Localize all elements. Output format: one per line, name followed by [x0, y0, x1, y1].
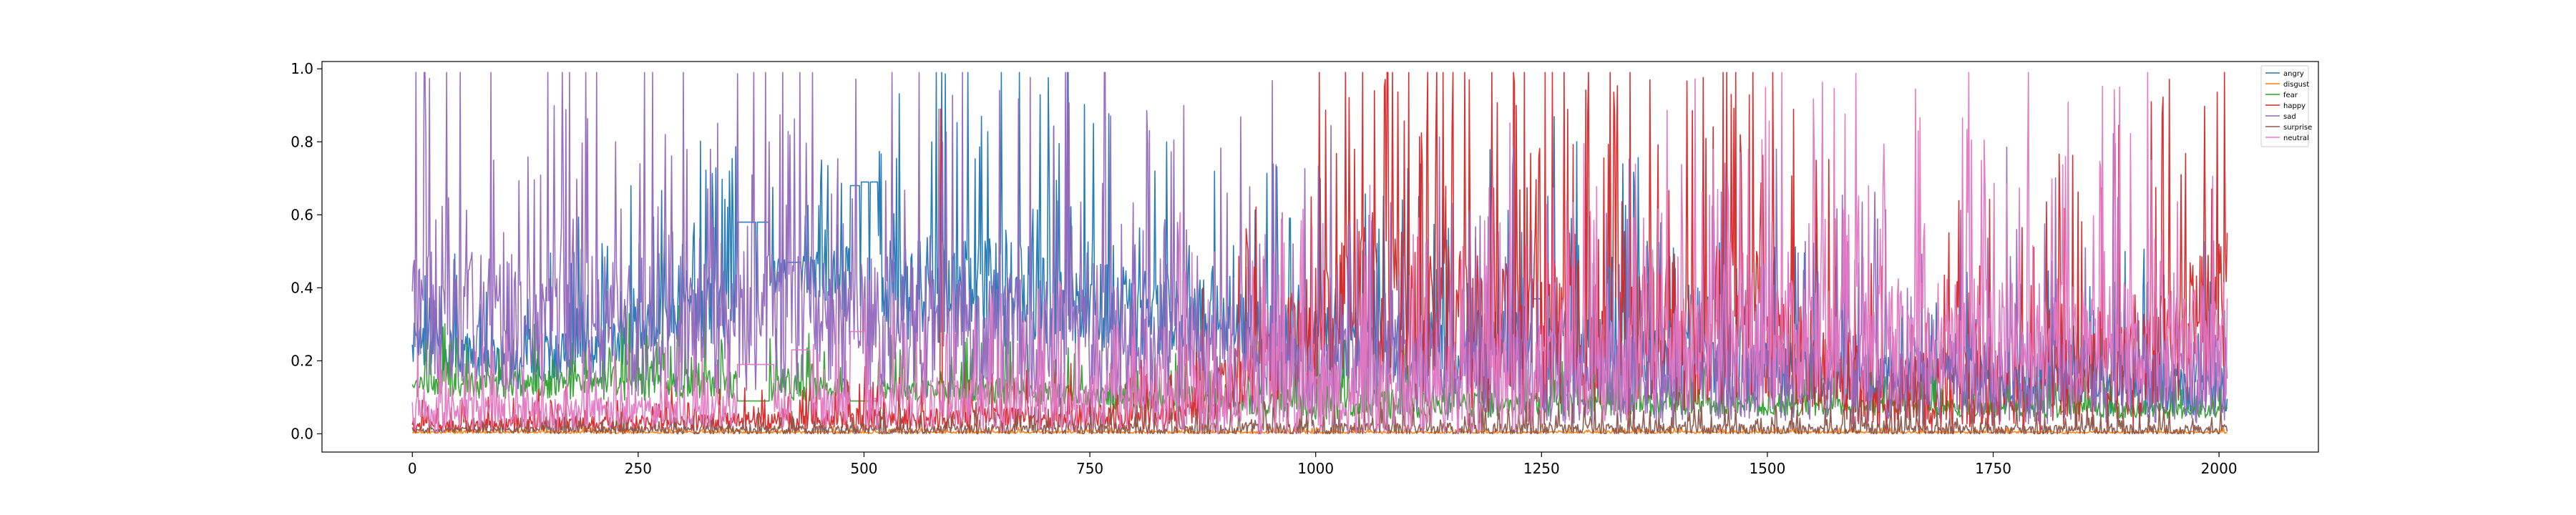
y-axis: 0.0 0.2 0.4 0.6 0.8 1.0	[291, 60, 322, 442]
legend-label-fear: fear	[2283, 92, 2298, 99]
y-tick-label: 1.0	[291, 60, 313, 77]
series-line-neutral	[411, 72, 2228, 435]
legend-label-sad: sad	[2283, 113, 2296, 121]
legend-label-disgust: disgust	[2283, 81, 2309, 89]
x-tick-label: 1000	[1297, 460, 1334, 477]
x-tick-label: 2000	[2201, 460, 2238, 477]
y-tick-label: 0.8	[291, 133, 313, 150]
x-tick-label: 250	[625, 460, 652, 477]
legend-label-happy: happy	[2283, 102, 2306, 110]
x-tick-label: 0	[408, 460, 417, 477]
y-tick-label: 0.4	[291, 279, 313, 296]
y-tick-label: 0.0	[291, 425, 313, 442]
legend: angry disgust fear happy sad surprise neutral	[2260, 65, 2312, 147]
y-tick-label: 0.2	[291, 352, 313, 369]
legend-label-surprise: surprise	[2283, 124, 2312, 132]
y-tick-label: 0.6	[291, 206, 313, 223]
x-tick-label: 1500	[1749, 460, 1785, 477]
x-tick-label: 500	[850, 460, 877, 477]
x-tick-label: 750	[1076, 460, 1103, 477]
x-axis: 0 250 500 750 1000 1250 1500 1750 2000	[408, 452, 2238, 477]
legend-label-angry: angry	[2283, 70, 2304, 78]
x-tick-label: 1750	[1975, 460, 2011, 477]
legend-label-neutral: neutral	[2283, 134, 2309, 142]
plot-area	[411, 72, 2228, 435]
x-tick-label: 1250	[1523, 460, 1560, 477]
axes-frame	[321, 61, 2319, 453]
